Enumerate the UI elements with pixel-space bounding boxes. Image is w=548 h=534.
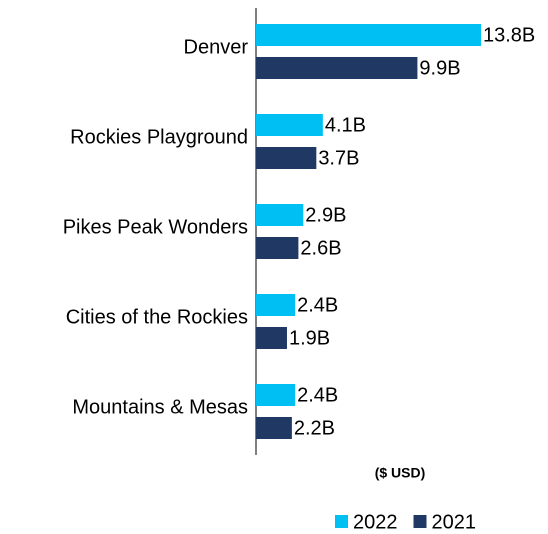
data-label: 2.6B [300,237,341,259]
bar [256,384,296,406]
data-label: 4.1B [325,114,366,136]
bar [256,294,296,316]
bar [256,24,481,46]
legend-swatch [413,515,427,528]
data-label: 2.4B [297,294,338,316]
data-label: 2.2B [294,417,335,439]
bar [256,57,418,79]
y-tick-label: Rockies Playground [70,126,248,148]
bar [256,237,299,259]
data-label: 2.4B [297,384,338,406]
legend-label: 2022 [353,511,398,533]
x-axis-label: ($ USD) [375,465,426,481]
data-label: 3.7B [318,147,359,169]
y-tick-label: Denver [184,36,249,58]
y-tick-label: Mountains & Mesas [72,396,248,418]
legend-swatch [335,515,348,528]
bar [256,114,323,136]
bar [256,147,317,169]
bar [256,417,292,439]
data-label: 2.9B [305,204,346,226]
data-label: 9.9B [419,57,460,79]
y-tick-label: Cities of the Rockies [66,306,248,328]
bar [256,327,287,349]
data-label: 1.9B [289,327,330,349]
bar [256,204,304,226]
data-label: 13.8B [483,24,535,46]
y-tick-label: Pikes Peak Wonders [63,216,248,238]
legend-label: 2021 [432,511,477,533]
